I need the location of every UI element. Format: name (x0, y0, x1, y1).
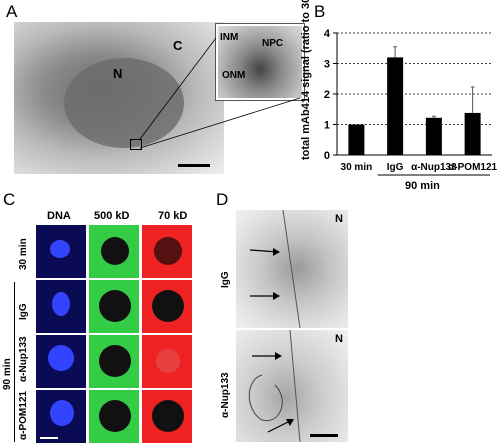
panel-a-nucleus (64, 58, 184, 148)
x-tick-label: IgG (387, 162, 404, 173)
panel-d-n-label-1: N (335, 213, 343, 225)
x-tick-label: α-Nup133 (411, 162, 457, 173)
inset-em-image (215, 23, 305, 101)
y-tick-label: 3 (324, 59, 330, 71)
group-bracket (14, 282, 15, 442)
inset-inm-label: INM (220, 32, 239, 43)
panel-b-letter: B (314, 2, 326, 21)
y-tick-label: 4 (324, 28, 331, 40)
scale-bar-c (40, 437, 58, 439)
col-label-dna: DNA (47, 210, 71, 222)
cell-pom121-70kd (142, 390, 192, 443)
x-tick-label: α-POM121 (448, 162, 497, 173)
nucleus-label: N (113, 66, 123, 81)
cell-nup133-500kd (89, 335, 139, 388)
bar (348, 124, 365, 155)
col-label-500kd: 500 kD (94, 210, 130, 222)
inset-npc-label: NPC (262, 38, 284, 49)
scale-bar-a (178, 164, 210, 167)
bar (425, 117, 442, 155)
blue-blob-4 (50, 400, 74, 426)
zoom-box (130, 139, 142, 150)
cell-igg-70kd (142, 280, 192, 333)
cell-pom121-500kd (89, 390, 139, 443)
y-tick-label: 2 (324, 89, 330, 101)
y-tick-label: 1 (324, 120, 330, 132)
scale-bar-d (310, 434, 338, 437)
bar (464, 112, 481, 155)
panel-d-divider (236, 328, 348, 330)
panel-c-letter: C (3, 190, 16, 209)
blue-blob-1 (50, 240, 70, 258)
cell-igg-500kd (89, 280, 139, 333)
panel-a-letter: A (6, 2, 18, 21)
chart-group-label: 90 min (405, 180, 440, 192)
col-label-70kd: 70 kD (158, 210, 188, 222)
x-tick-label: 30 min (341, 162, 373, 173)
cytoplasm-label: C (173, 38, 183, 53)
blue-blob-3 (48, 345, 74, 371)
cell-30min-70kd (142, 225, 192, 278)
y-tick-label: 0 (324, 150, 330, 162)
cell-30min-500kd (89, 225, 139, 278)
cell-nup133-70kd (142, 335, 192, 388)
blue-blob-2 (52, 292, 70, 316)
bar (387, 57, 404, 155)
panel-d-n-label-2: N (335, 333, 343, 345)
panel-d-letter: D (216, 190, 229, 209)
inset-onm-label: ONM (222, 70, 246, 81)
